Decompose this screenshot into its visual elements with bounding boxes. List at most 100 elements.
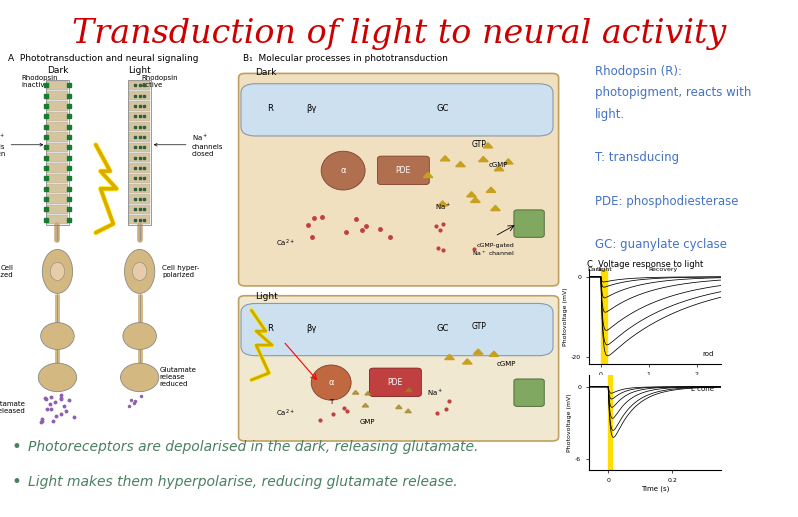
- Polygon shape: [440, 156, 450, 161]
- Text: βγ: βγ: [306, 324, 317, 333]
- Y-axis label: Photovoltage (mV): Photovoltage (mV): [567, 393, 572, 452]
- FancyBboxPatch shape: [129, 112, 150, 121]
- FancyBboxPatch shape: [129, 174, 150, 183]
- Polygon shape: [504, 159, 513, 164]
- FancyBboxPatch shape: [369, 368, 421, 397]
- Polygon shape: [491, 205, 500, 210]
- Y-axis label: Photovoltage (mV): Photovoltage (mV): [563, 287, 568, 346]
- Text: A  Phototransduction and neural signaling: A Phototransduction and neural signaling: [8, 54, 199, 63]
- Text: photopigment, reacts with: photopigment, reacts with: [595, 86, 751, 99]
- Text: Transduction of light to neural activity: Transduction of light to neural activity: [72, 18, 726, 50]
- Bar: [601, 269, 606, 364]
- Text: T: T: [329, 399, 334, 405]
- FancyBboxPatch shape: [47, 91, 68, 100]
- FancyBboxPatch shape: [129, 132, 150, 142]
- Text: Rhodopsin
active: Rhodopsin active: [141, 75, 178, 88]
- Text: Ca$^{2+}$: Ca$^{2+}$: [276, 237, 295, 249]
- Ellipse shape: [38, 363, 77, 392]
- Polygon shape: [365, 391, 371, 395]
- FancyBboxPatch shape: [129, 91, 150, 100]
- Text: Na$^+$
channels
closed: Na$^+$ channels closed: [154, 132, 223, 157]
- Text: Ca$^{2+}$: Ca$^{2+}$: [276, 408, 295, 419]
- Polygon shape: [353, 390, 359, 394]
- FancyBboxPatch shape: [47, 143, 68, 152]
- Ellipse shape: [124, 249, 155, 294]
- Text: Cell
depolarized: Cell depolarized: [0, 265, 14, 278]
- Text: R: R: [267, 104, 273, 113]
- Text: T: transducing: T: transducing: [595, 151, 678, 164]
- Text: PDE: phosphodiesterase: PDE: phosphodiesterase: [595, 195, 738, 208]
- X-axis label: Time (s): Time (s): [641, 486, 669, 492]
- FancyBboxPatch shape: [129, 163, 150, 173]
- Ellipse shape: [132, 263, 147, 281]
- FancyBboxPatch shape: [47, 184, 68, 193]
- Text: GC: GC: [437, 324, 449, 333]
- FancyBboxPatch shape: [47, 132, 68, 142]
- Polygon shape: [463, 359, 472, 364]
- FancyBboxPatch shape: [129, 205, 150, 214]
- Text: Dark: Dark: [255, 68, 277, 77]
- Polygon shape: [479, 157, 488, 162]
- Text: B₁  Molecular processes in phototransduction: B₁ Molecular processes in phototransduct…: [243, 54, 448, 63]
- Polygon shape: [438, 201, 448, 206]
- Text: rod: rod: [702, 351, 714, 357]
- Text: Light: Light: [128, 66, 151, 75]
- FancyBboxPatch shape: [514, 210, 544, 237]
- Polygon shape: [405, 409, 412, 413]
- Text: GC: GC: [437, 104, 449, 113]
- Polygon shape: [486, 187, 496, 192]
- Text: α: α: [329, 378, 334, 387]
- Text: Recovery: Recovery: [649, 267, 678, 271]
- FancyBboxPatch shape: [47, 194, 68, 204]
- FancyBboxPatch shape: [47, 112, 68, 121]
- FancyBboxPatch shape: [129, 215, 150, 224]
- Polygon shape: [471, 197, 480, 203]
- FancyBboxPatch shape: [47, 163, 68, 173]
- FancyBboxPatch shape: [47, 81, 68, 90]
- FancyBboxPatch shape: [239, 296, 559, 441]
- Polygon shape: [444, 354, 454, 359]
- Text: •: •: [12, 438, 22, 456]
- Polygon shape: [423, 172, 433, 177]
- Polygon shape: [456, 161, 465, 166]
- Text: Dark: Dark: [587, 267, 602, 271]
- Ellipse shape: [50, 263, 65, 281]
- FancyBboxPatch shape: [47, 101, 68, 111]
- FancyBboxPatch shape: [129, 184, 150, 193]
- FancyBboxPatch shape: [239, 73, 559, 286]
- Text: Na$^+$: Na$^+$: [427, 388, 443, 398]
- FancyBboxPatch shape: [47, 122, 68, 131]
- Text: α: α: [341, 166, 346, 175]
- FancyBboxPatch shape: [47, 174, 68, 183]
- Text: light.: light.: [595, 108, 625, 121]
- FancyBboxPatch shape: [129, 153, 150, 162]
- Text: Glutamate
released: Glutamate released: [0, 401, 26, 414]
- Ellipse shape: [120, 363, 159, 392]
- Bar: [608, 375, 612, 470]
- FancyBboxPatch shape: [241, 303, 553, 356]
- Text: cGMP: cGMP: [496, 361, 516, 368]
- Polygon shape: [494, 165, 504, 171]
- Text: PDE: PDE: [387, 378, 403, 387]
- Text: Cell hyper-
polarized: Cell hyper- polarized: [162, 265, 200, 278]
- FancyBboxPatch shape: [241, 84, 553, 136]
- FancyBboxPatch shape: [129, 101, 150, 111]
- Polygon shape: [467, 192, 476, 197]
- Text: Na$^+$: Na$^+$: [435, 202, 451, 212]
- Text: C  Voltage response to light: C Voltage response to light: [587, 260, 703, 268]
- Text: Light makes them hyperpolarise, reducing glutamate release.: Light makes them hyperpolarise, reducing…: [28, 475, 457, 489]
- Text: Photoreceptors are depolarised in the dark, releasing glutamate.: Photoreceptors are depolarised in the da…: [28, 440, 478, 454]
- FancyBboxPatch shape: [377, 156, 429, 185]
- Text: Light: Light: [255, 292, 279, 301]
- Text: Dark: Dark: [47, 66, 68, 75]
- Text: L cone: L cone: [691, 386, 714, 392]
- Ellipse shape: [41, 323, 74, 349]
- Ellipse shape: [42, 249, 73, 294]
- Text: Rhodopsin (R):: Rhodopsin (R):: [595, 65, 681, 78]
- Text: •: •: [12, 473, 22, 491]
- Text: Na$^+$
channels
open: Na$^+$ channels open: [0, 132, 43, 157]
- Text: cGMP: cGMP: [488, 162, 508, 169]
- FancyBboxPatch shape: [514, 379, 544, 406]
- Polygon shape: [489, 351, 499, 356]
- Ellipse shape: [123, 323, 156, 349]
